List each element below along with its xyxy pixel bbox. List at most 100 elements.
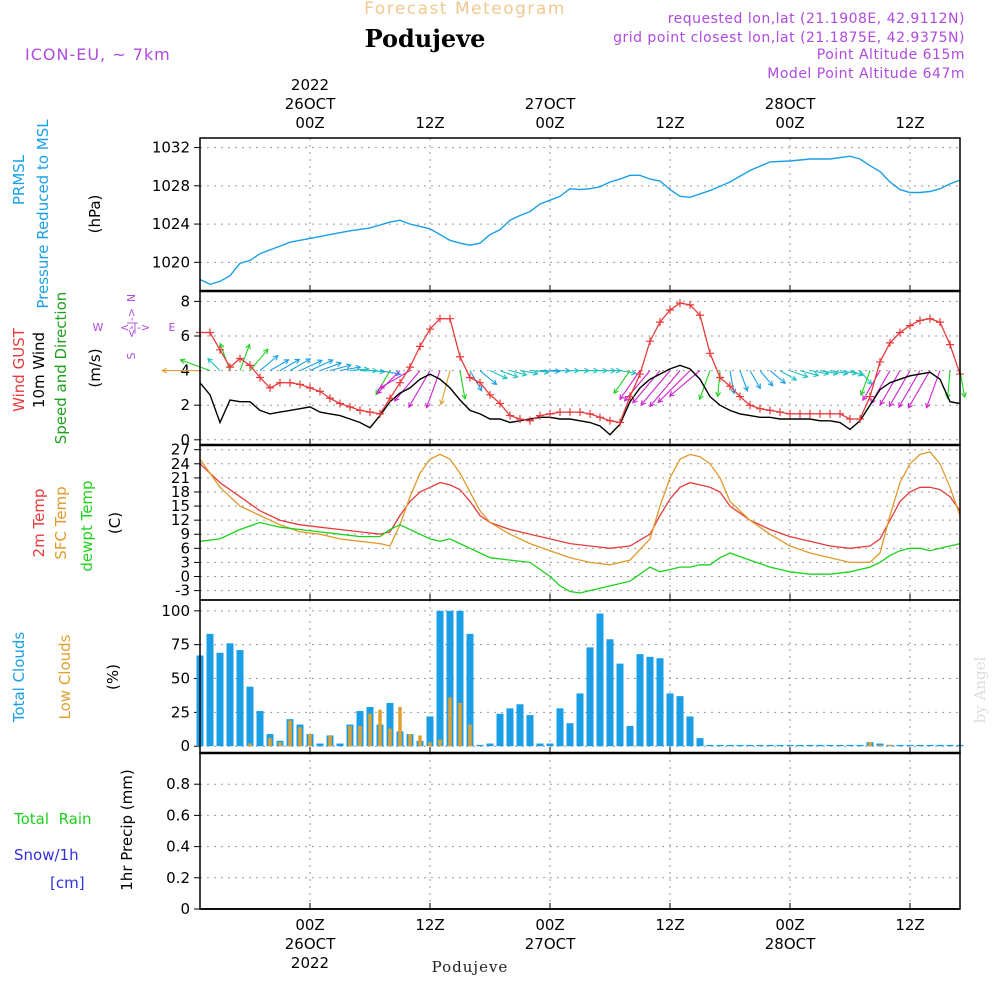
wind-direction-arrow [657, 370, 691, 404]
low-cloud-bar [398, 706, 402, 747]
total-cloud-bar [386, 702, 394, 747]
arrow-head [668, 391, 675, 397]
wind-direction-arrow [519, 370, 539, 376]
total-cloud-bar [466, 633, 474, 747]
gust-marker [736, 392, 744, 401]
gust-marker [746, 401, 754, 410]
y-tick-label: 0.8 [166, 775, 190, 793]
gust-marker [276, 378, 284, 387]
gust-marker [396, 378, 404, 387]
time-label-bottom: 00Z [295, 916, 324, 934]
wind-direction-arrow [376, 370, 401, 395]
time-label-top: 28OCT [765, 95, 816, 113]
arrow-head [327, 359, 334, 365]
wind-direction-arrow [729, 370, 737, 395]
y-tick-label: 27 [171, 441, 190, 459]
wind-direction-arrow [509, 370, 528, 377]
y-tick-label: 1028 [152, 177, 190, 195]
arrow-shaft [657, 370, 691, 403]
wind-direction-arrow [339, 364, 362, 372]
total-cloud-bar [536, 743, 544, 747]
gust-marker [386, 394, 394, 403]
total-cloud-bar [446, 610, 454, 747]
gust-marker [266, 383, 274, 392]
gust-marker [816, 409, 824, 418]
wind-direction-arrow [799, 370, 820, 378]
total-cloud-bar [666, 693, 674, 747]
label-prmsl: PRMSL [10, 154, 28, 205]
gust-marker [566, 408, 574, 417]
arrow-shaft [499, 370, 518, 378]
wind-direction-arrow [479, 370, 498, 386]
gust-marker [596, 413, 604, 422]
y-tick-label: 15 [171, 497, 190, 515]
panels: 1020 1024 1028 1032 PRMSL Pressure Reduced to… [10, 119, 967, 918]
wind-direction-arrow [759, 370, 774, 387]
time-label-bottom: 28OCT [765, 935, 816, 953]
arrow-head [698, 394, 704, 401]
arrow-head [245, 343, 251, 350]
wind-direction-arrow [239, 343, 251, 371]
low-cloud-bar [278, 742, 282, 747]
wind-direction-arrow [613, 370, 631, 395]
low-cloud-bar [288, 720, 292, 747]
gust-marker [246, 361, 254, 370]
y-tick-label: -3 [175, 582, 190, 600]
arrow-shaft [479, 370, 497, 385]
arrow-shaft [898, 370, 921, 408]
label-dewpt-temp: dewpt Temp [78, 480, 96, 571]
time-label-bottom: 2022 [291, 954, 329, 972]
arrow-shaft [180, 359, 211, 372]
total-cloud-bar [916, 744, 924, 747]
label-percent: (%) [104, 664, 122, 690]
arrow-head [813, 371, 820, 378]
total-cloud-bar [676, 696, 684, 747]
y-tick-label: 0.2 [166, 869, 190, 887]
wind-direction-arrow [329, 363, 352, 372]
total-cloud-bar [436, 610, 444, 747]
gust-marker [456, 352, 464, 361]
gust-marker [436, 314, 444, 323]
y-tick-label: 25 [171, 703, 190, 721]
wind-direction-arrow [619, 370, 641, 401]
wind-direction-arrow [640, 370, 671, 406]
gust-marker [286, 378, 294, 387]
arrow-shaft [839, 370, 857, 375]
y-tick-label: 0.4 [166, 838, 190, 856]
gust-marker [546, 409, 554, 418]
low-cloud-bar [298, 727, 302, 747]
arrow-head [378, 383, 385, 389]
label-2m-temp: 2m Temp [30, 489, 48, 558]
temp-2m-line [199, 463, 961, 549]
gust-marker [776, 408, 784, 417]
arrow-shaft [309, 359, 333, 372]
gust-marker [306, 383, 314, 392]
title-top: Forecast Meteogram [364, 0, 566, 19]
total-cloud-bar [706, 744, 714, 747]
gust-marker [496, 399, 504, 408]
total-cloud-bar [556, 708, 564, 747]
low-cloud-bar [308, 734, 312, 747]
arrow-head [961, 392, 967, 399]
arrow-shaft [319, 362, 342, 372]
wind-speed-line [199, 364, 961, 436]
total-cloud-bar [756, 744, 764, 747]
y-tick-label: 8 [180, 292, 190, 310]
gust-marker [366, 408, 374, 417]
wind-direction-arrow [378, 370, 411, 389]
wind-direction-arrow [959, 370, 967, 399]
requested-coords: requested lon,lat (21.1908E, 42.9112N) [668, 11, 965, 27]
total-cloud-bar [476, 744, 484, 747]
total-cloud-bar [856, 744, 864, 747]
arrow-head [888, 401, 894, 408]
panel-pressure: 1020 1024 1028 1032 [152, 138, 961, 291]
arrow-shaft [619, 370, 636, 374]
model-altitude: Model Point Altitude 647m [767, 66, 965, 82]
gust-marker [826, 409, 834, 418]
total-cloud-bar [506, 708, 514, 747]
total-cloud-bar [796, 744, 804, 747]
arrow-head [439, 399, 445, 406]
wind-direction-arrow [279, 358, 301, 372]
arrow-head [461, 393, 468, 400]
